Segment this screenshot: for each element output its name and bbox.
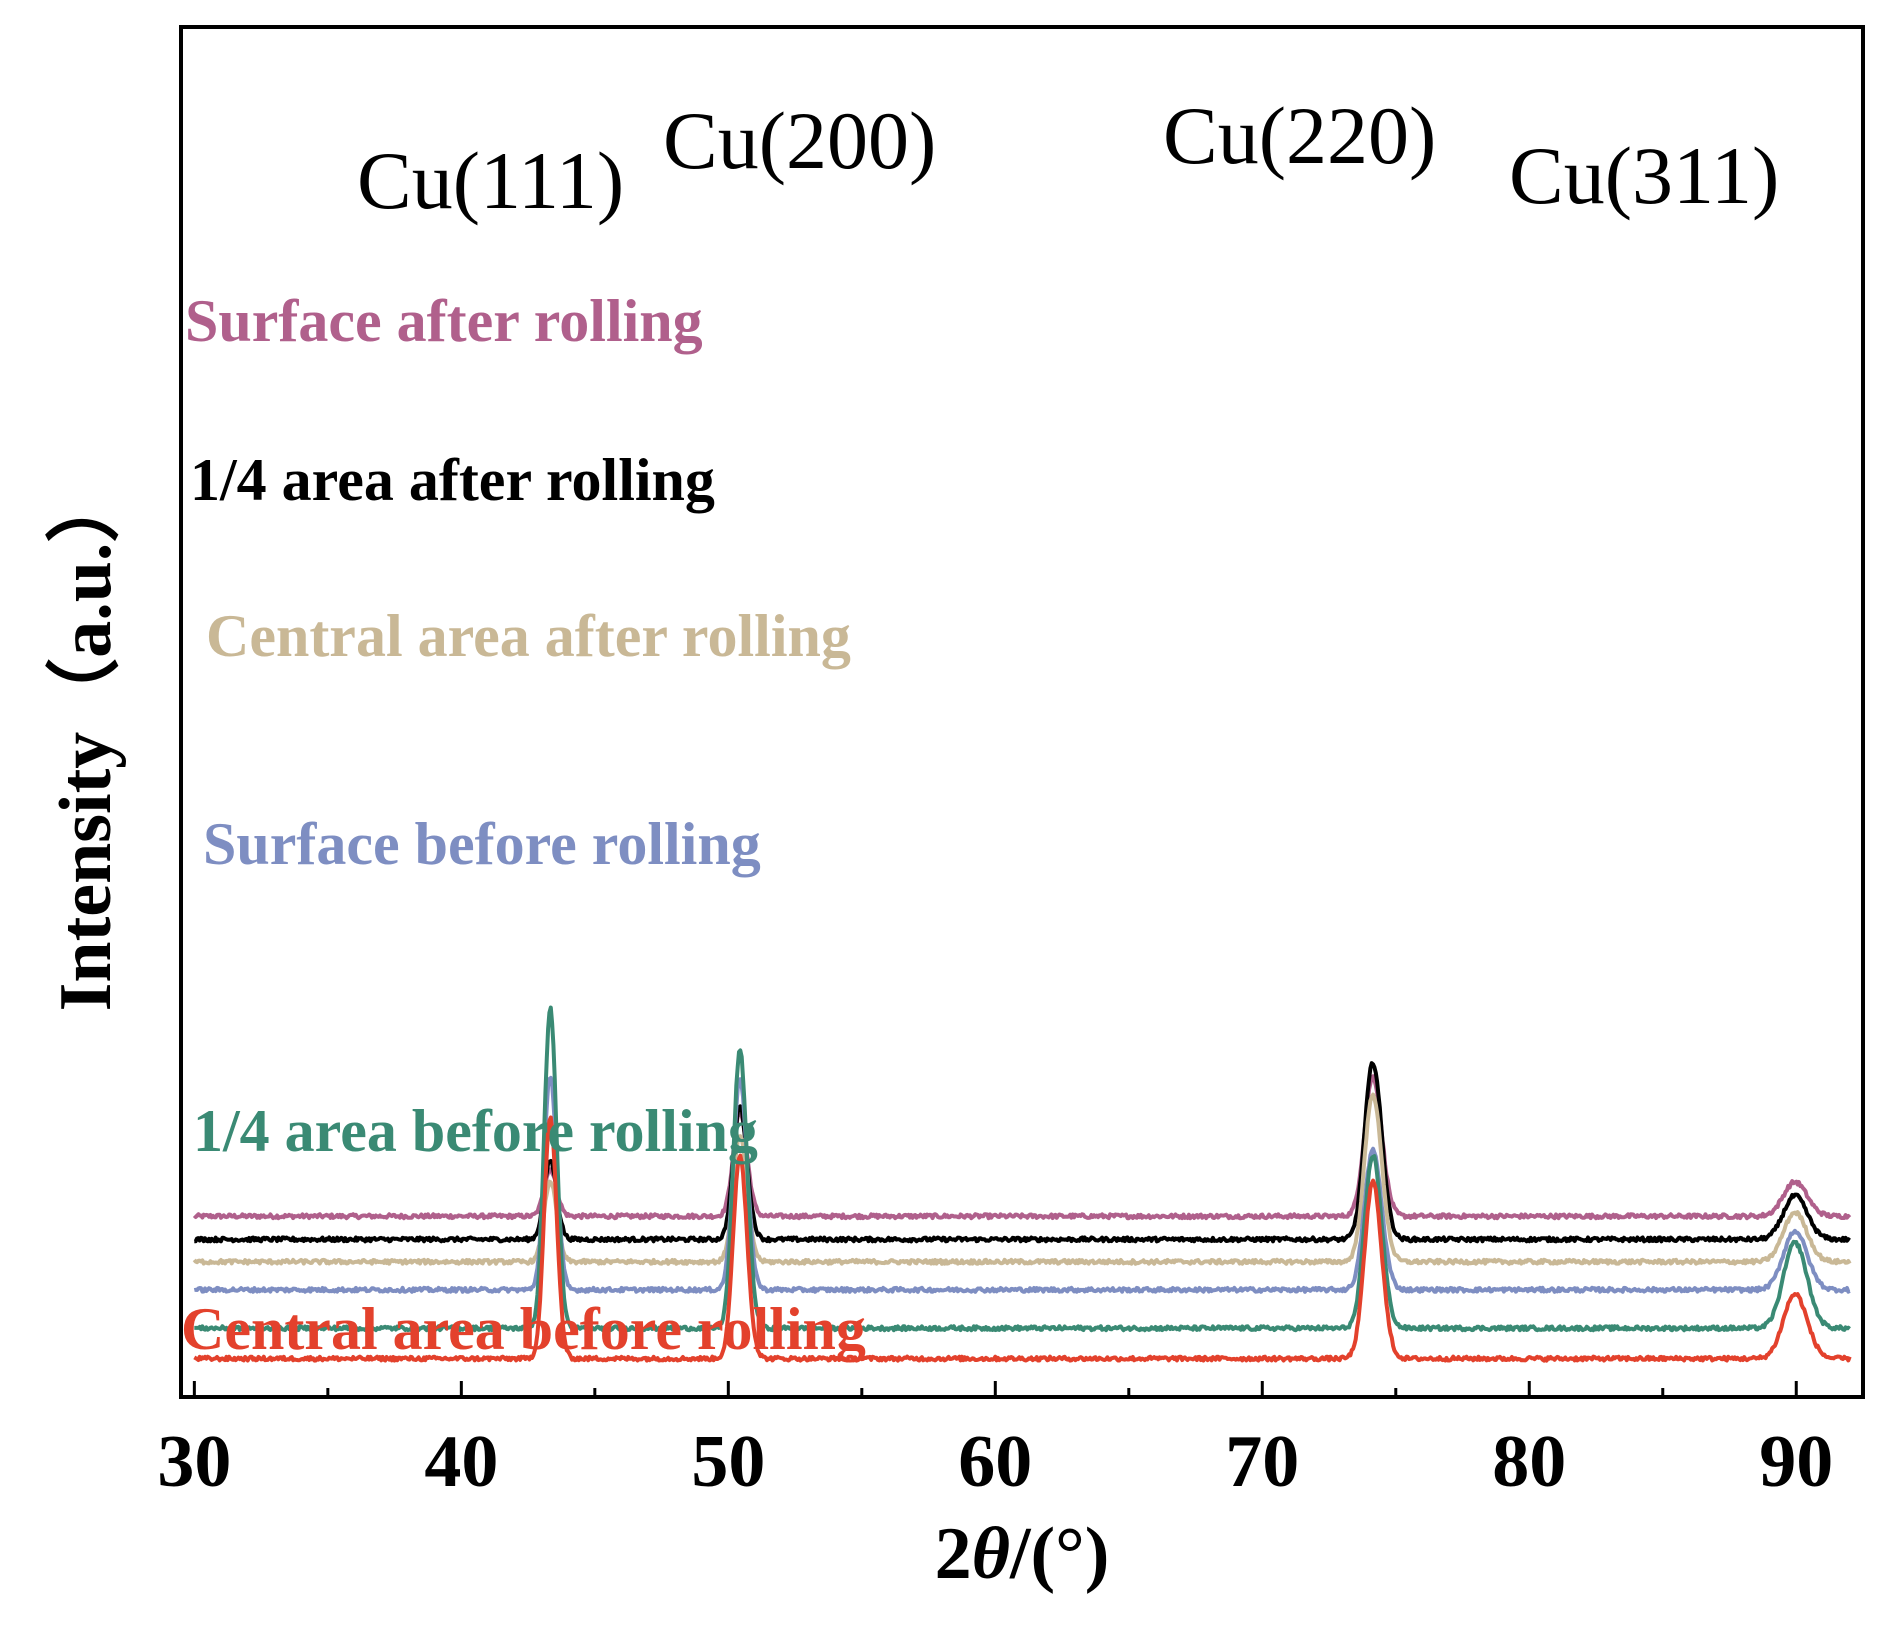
x-tick-label: 50 — [691, 1421, 765, 1503]
series-trace-2 — [192, 1092, 1852, 1266]
x-tick-label: 70 — [1225, 1421, 1299, 1503]
series-trace-4 — [193, 1005, 1851, 1333]
series-label-central-area-before-rolling: Central area before rolling — [181, 1296, 866, 1362]
series-trace-0 — [192, 1074, 1852, 1221]
x-axis-title-theta: θ — [972, 1513, 1010, 1595]
peak-label-cu200: Cu(200) — [663, 95, 936, 186]
series-label-surface-before-rolling: Surface before rolling — [203, 811, 761, 877]
series-label-central-area-after-rolling: Central area after rolling — [206, 603, 851, 669]
series-trace-1 — [193, 1061, 1851, 1244]
x-axis-title-prefix: 2 — [935, 1513, 972, 1595]
series-label-quarter-area-after-rolling: 1/4 area after rolling — [190, 447, 715, 513]
peak-label-cu220: Cu(220) — [1163, 90, 1436, 181]
peak-label-cu111: Cu(111) — [357, 135, 624, 226]
x-axis-ticks: 30 40 50 60 70 80 90 — [157, 1381, 1833, 1503]
x-axis-title-suffix: /(°) — [1009, 1513, 1109, 1595]
y-axis-title: Intensity（a.u.） — [45, 469, 127, 1012]
x-tick-label: 80 — [1492, 1421, 1566, 1503]
series-label-quarter-area-before-rolling: 1/4 area before rolling — [193, 1098, 758, 1164]
x-tick-label: 40 — [424, 1421, 498, 1503]
series-trace-5 — [193, 1115, 1852, 1363]
x-tick-label: 30 — [157, 1421, 231, 1503]
series-label-surface-after-rolling: Surface after rolling — [185, 288, 703, 354]
plot-frame — [179, 25, 1865, 1399]
x-axis-title: 2θ/(°) — [935, 1513, 1110, 1595]
x-tick-label: 90 — [1759, 1421, 1833, 1503]
x-tick-label: 60 — [958, 1421, 1032, 1503]
peak-label-cu311: Cu(311) — [1509, 130, 1779, 221]
series-traces — [192, 1005, 1852, 1363]
series-trace-3 — [193, 1075, 1851, 1294]
